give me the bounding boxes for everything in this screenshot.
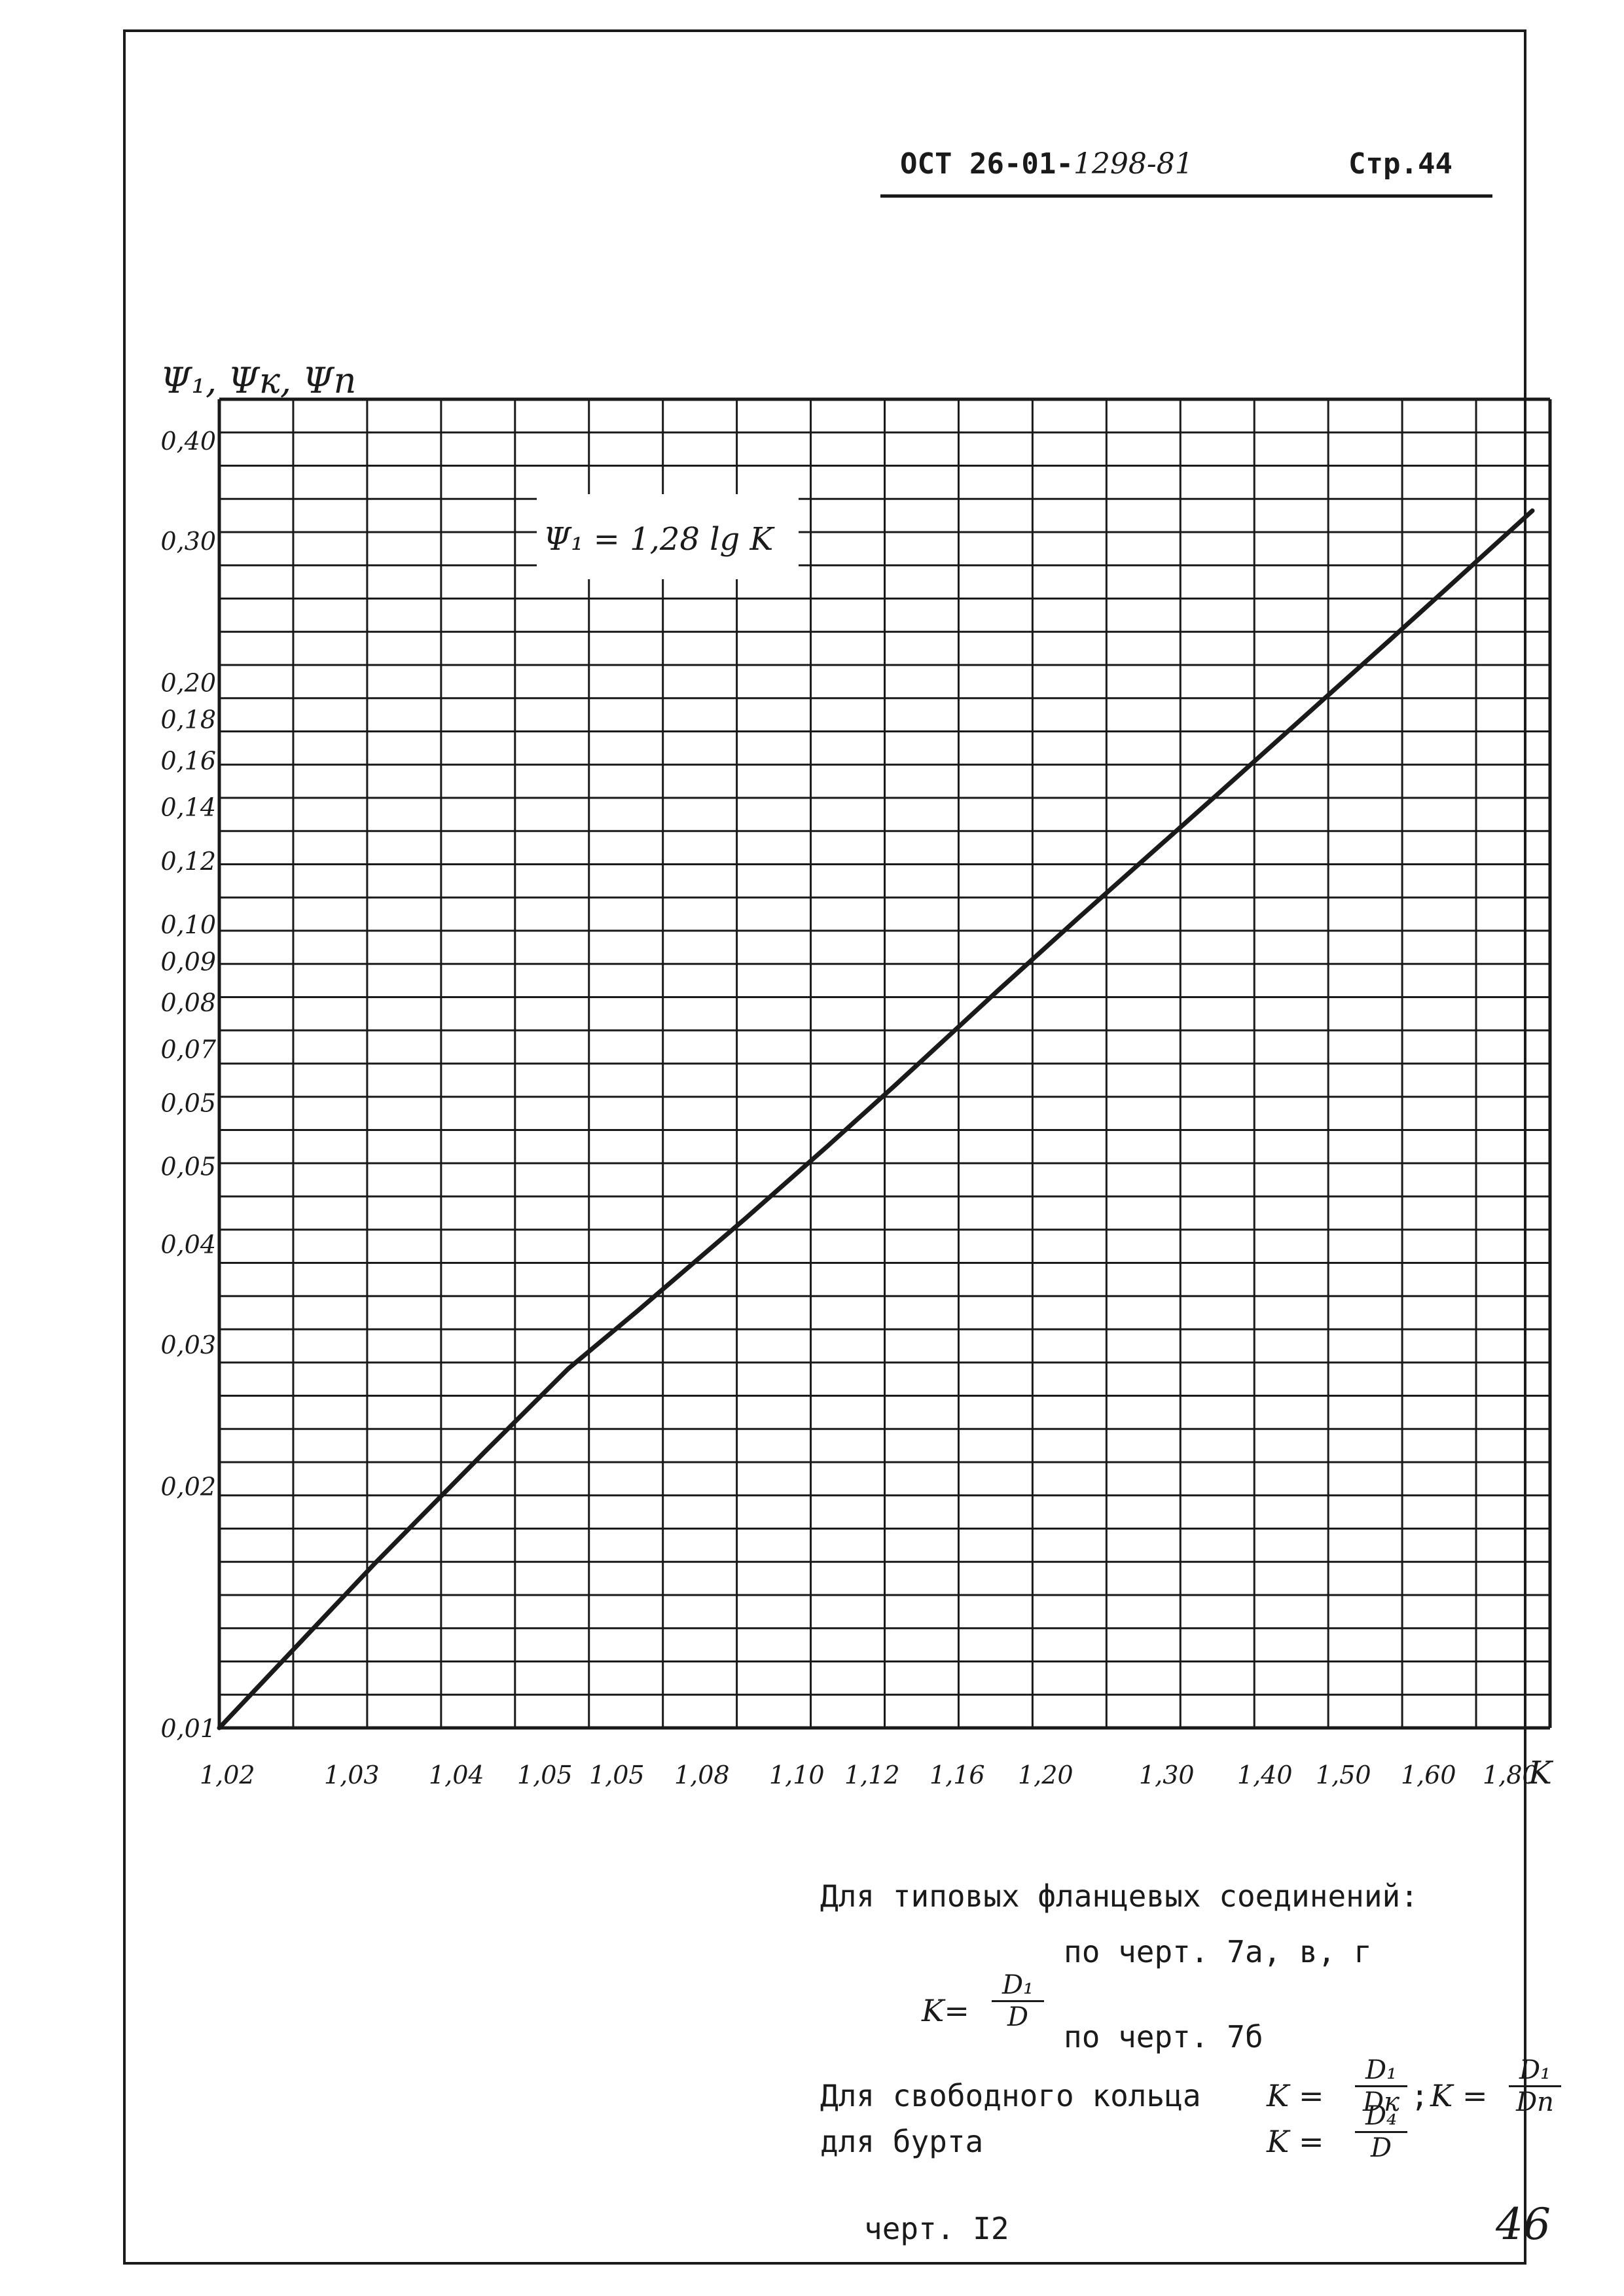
collar-k-numerator: D₄ <box>1355 2101 1407 2133</box>
chart-annotation: Ψ₁ = 1,28 lg K <box>543 521 776 558</box>
note-typical-flanges: Для типовых фланцевых соединений: <box>820 1878 1418 1914</box>
note-drawing-7b: по черт. 7б <box>1064 2019 1263 2054</box>
note-drawing-7a: по черт. 7а, в, г <box>1064 1934 1372 1969</box>
y-tick-label: 0,07 <box>160 1035 216 1064</box>
header-rule <box>880 194 1492 198</box>
standard-code: ОСТ 26-01-1298-81 <box>900 147 1193 181</box>
ring-k1-denominator: Dк <box>1363 2087 1399 2117</box>
x-tick-label: 1,12 <box>844 1761 900 1789</box>
x-tick-label: 1,10 <box>769 1761 825 1789</box>
note-free-ring: Для свободного кольца <box>820 2078 1201 2113</box>
note-collar: для бурта <box>820 2124 984 2159</box>
formula-box <box>537 494 799 579</box>
x-tick-label: 1,30 <box>1139 1761 1195 1789</box>
y-tick-label: 0,04 <box>160 1230 216 1259</box>
k-formula-fraction: D₁ D <box>992 1970 1044 2032</box>
x-tick-label: 1,03 <box>324 1761 380 1789</box>
x-tick-label: 1,50 <box>1316 1761 1371 1789</box>
y-tick-label: 0,03 <box>160 1331 216 1359</box>
k-formula-label: K= <box>922 1993 969 2028</box>
chart-curve <box>217 508 1535 1731</box>
x-tick-label: 1,04 <box>429 1761 484 1789</box>
x-tick-label: 1,08 <box>674 1761 730 1789</box>
y-tick-label: 0,05 <box>160 1153 216 1181</box>
y-tick-label: 0,09 <box>160 947 216 976</box>
y-tick-label: 0,05 <box>160 1088 216 1117</box>
ring-k2-fraction: D₁ Dп <box>1509 2055 1561 2117</box>
y-tick-label: 0,16 <box>160 746 216 775</box>
ring-k2-label: K = <box>1430 2078 1488 2113</box>
ring-separator: ; <box>1411 2078 1429 2113</box>
x-tick-label: 1,16 <box>929 1761 985 1789</box>
ring-k1-label: K = <box>1267 2078 1324 2113</box>
ring-k1-fraction: D₁ Dк <box>1355 2055 1407 2117</box>
y-tick-label: 0,02 <box>160 1472 216 1501</box>
page-frame <box>123 29 1526 2265</box>
page-number: 46 <box>1496 2199 1551 2250</box>
x-axis-labels: 1,02 1,03 1,04 1,05 1,05 1,08 1,10 1,12 1,16 1,20… <box>200 1761 1538 1789</box>
y-tick-label: 0,40 <box>160 427 216 456</box>
collar-k-label: K = <box>1267 2124 1324 2159</box>
standard-number: 1298-81 <box>1073 147 1193 181</box>
y-tick-label: 0,08 <box>160 988 216 1017</box>
y-tick-label: 0,20 <box>160 668 216 697</box>
k-formula-numerator: D₁ <box>992 1970 1044 2002</box>
y-tick-label: 0,18 <box>160 706 216 734</box>
figure-label: черт. I2 <box>864 2211 1009 2246</box>
ring-k1-numerator: D₁ <box>1355 2055 1407 2087</box>
ring-k2-numerator: D₁ <box>1509 2055 1561 2087</box>
y-tick-label: 0,12 <box>160 847 216 876</box>
collar-k-fraction: D₄ D <box>1355 2101 1407 2163</box>
data-curve <box>217 508 1535 1731</box>
y-tick-label: 0,01 <box>160 1714 216 1743</box>
y-tick-label: 0,10 <box>160 910 216 939</box>
collar-k-denominator: D <box>1370 2133 1392 2163</box>
chart-grid <box>217 397 1552 1730</box>
standard-prefix: ОСТ 26-01- <box>900 147 1074 181</box>
page-label: Стр.44 <box>1348 147 1453 181</box>
x-tick-label: 1,02 <box>200 1761 255 1789</box>
x-tick-label: 1,05 <box>589 1761 645 1789</box>
k-formula-denominator: D <box>1007 2002 1029 2032</box>
x-axis-title: K <box>1528 1755 1554 1791</box>
y-axis-labels: 0,40 0,30 0,20 0,18 0,16 0,14 0,12 0,10 0,09 0,08… <box>160 427 216 1743</box>
y-tick-label: 0,30 <box>160 527 216 556</box>
y-tick-label: 0,14 <box>160 793 216 822</box>
y-axis-title: Ψ₁, Ψк, Ψп <box>160 360 356 401</box>
ring-k2-denominator: Dп <box>1516 2087 1554 2117</box>
x-tick-label: 1,80 <box>1483 1761 1538 1789</box>
x-tick-label: 1,05 <box>517 1761 573 1789</box>
x-tick-label: 1,60 <box>1401 1761 1456 1789</box>
x-tick-label: 1,20 <box>1018 1761 1074 1789</box>
x-tick-label: 1,40 <box>1237 1761 1293 1789</box>
